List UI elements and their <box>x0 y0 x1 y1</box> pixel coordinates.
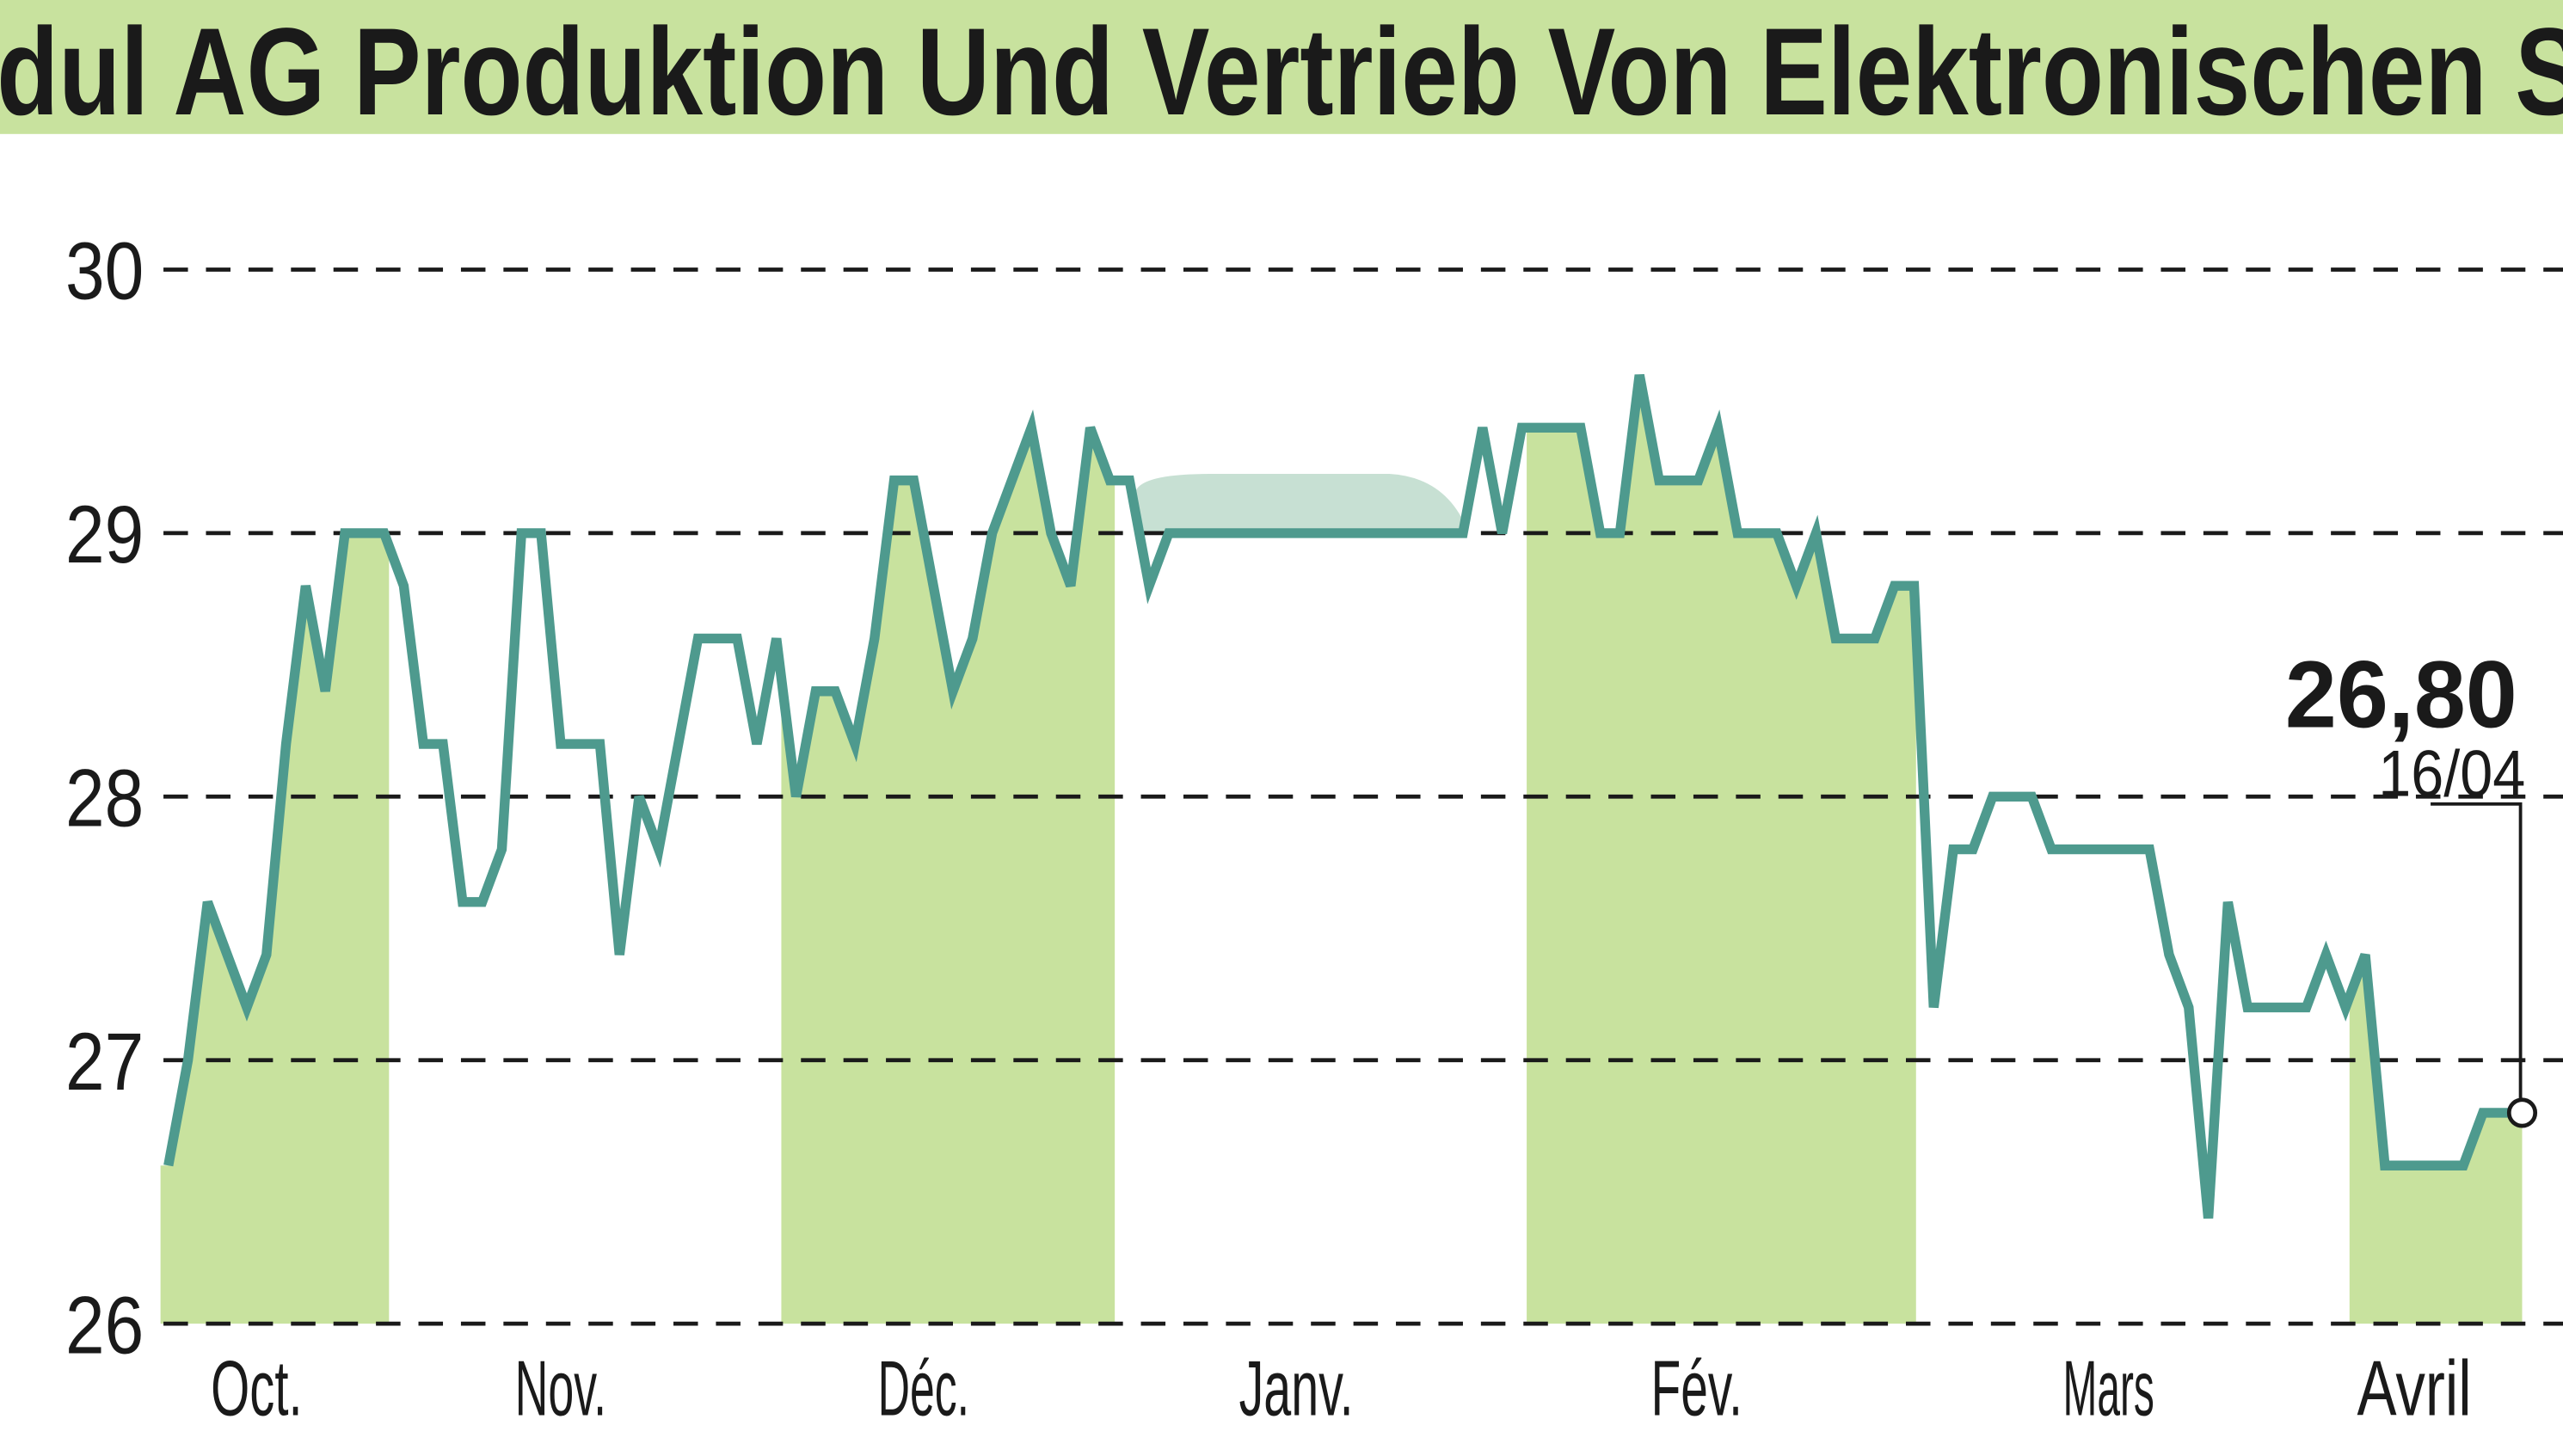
x-tick-label: Oct. <box>211 1345 302 1433</box>
y-tick-label: 28 <box>65 753 144 845</box>
last-value-marker <box>2506 1097 2538 1128</box>
y-tick-label: 29 <box>65 489 144 581</box>
y-tick-label: 26 <box>65 1280 144 1371</box>
title-band <box>0 0 2563 134</box>
chart-title: dul AG Produktion Und Vertrieb Von Elekt… <box>0 2 2563 141</box>
last-value-label: 26,80 <box>2285 642 2517 748</box>
price-line <box>163 374 2523 1219</box>
shaded-month-oct <box>160 532 390 1324</box>
x-tick-label: Avril <box>2357 1345 2472 1433</box>
last-value-leader <box>2431 802 2523 1098</box>
x-tick-label: Janv. <box>1239 1345 1354 1433</box>
shaded-month-avril <box>2349 955 2523 1324</box>
last-date-label: 16/04 <box>2378 737 2525 810</box>
y-tick-label: 30 <box>65 226 144 317</box>
x-tick-label: Mars <box>2062 1345 2154 1433</box>
shaded-month-fév <box>1527 375 1916 1324</box>
y-tick-label: 27 <box>65 1017 144 1108</box>
x-tick-label: Fév. <box>1651 1345 1742 1433</box>
watermark-shape <box>1135 474 1468 531</box>
x-tick-label: Nov. <box>515 1345 606 1433</box>
shaded-month-déc <box>781 427 1116 1324</box>
x-tick-label: Déc. <box>878 1345 969 1433</box>
